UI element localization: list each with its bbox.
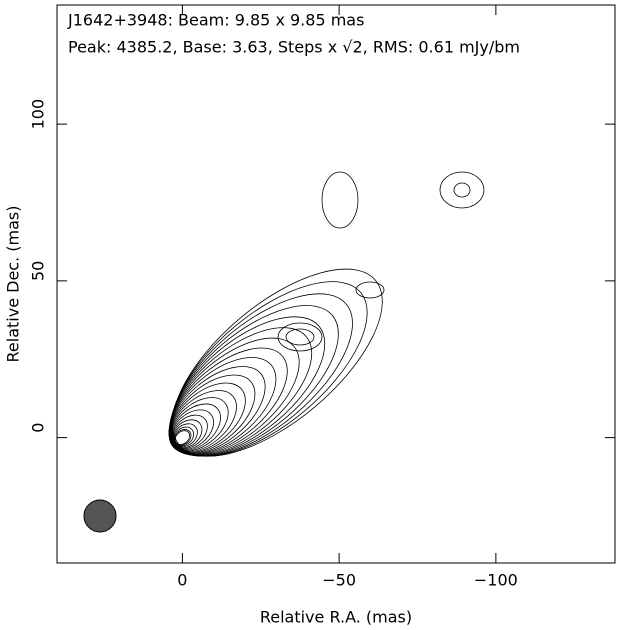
y-tick-label: 0	[29, 423, 48, 433]
x-axis-label: Relative R.A. (mas)	[260, 608, 412, 627]
contour	[169, 316, 326, 457]
contour	[174, 429, 192, 446]
contour	[277, 322, 323, 352]
plot-frame	[56, 4, 616, 564]
y-tick-label: 100	[29, 99, 48, 130]
beam	[83, 499, 117, 533]
contour	[169, 327, 313, 457]
x-tick-label: −100	[474, 571, 518, 590]
contour	[355, 281, 385, 299]
y-tick-label: 50	[29, 261, 48, 281]
contour	[171, 281, 368, 457]
contour	[285, 328, 315, 346]
title-line: J1642+3948: Beam: 9.85 x 9.85 mas	[67, 11, 364, 30]
title-line: Peak: 4385.2, Base: 3.63, Steps x √2, RM…	[68, 38, 520, 57]
contour	[169, 305, 339, 457]
contour-map	[168, 171, 485, 457]
x-tick-label: 0	[177, 571, 187, 590]
contour	[168, 337, 300, 456]
contour	[321, 171, 359, 229]
x-tick-label: −50	[322, 571, 356, 590]
contour	[170, 293, 353, 457]
contour	[439, 171, 485, 209]
y-axis-label: Relative Dec. (mas)	[4, 206, 23, 363]
contour	[453, 182, 471, 198]
contour	[172, 268, 383, 457]
